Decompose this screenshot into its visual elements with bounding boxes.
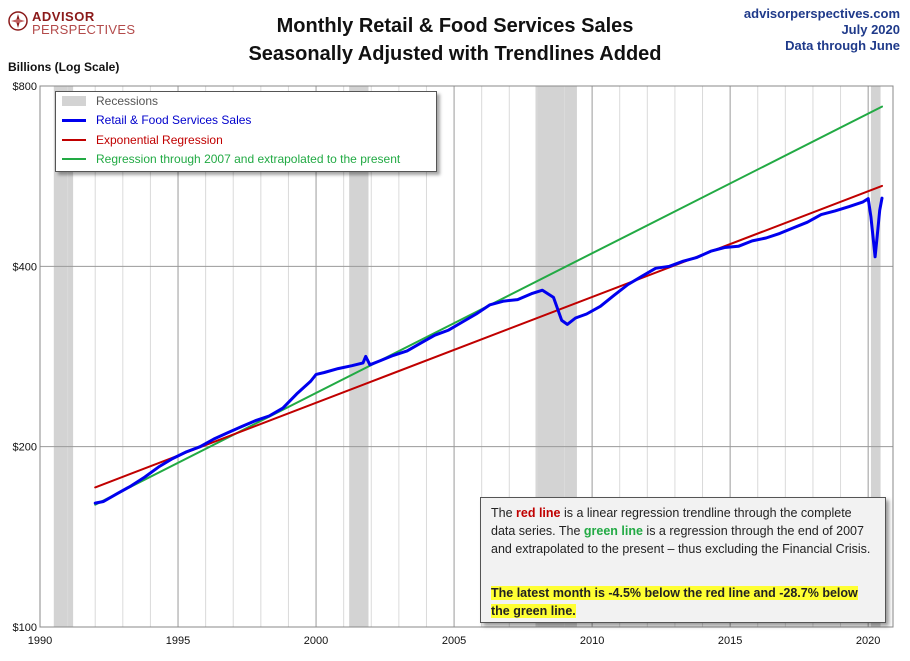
legend-swatch-actual — [62, 119, 86, 122]
chart-title: Monthly Retail & Food Services Sales Sea… — [200, 12, 710, 68]
note-text: is a regression through the end of 2007 … — [491, 524, 871, 556]
logo-text-secondary: PERSPECTIVES — [32, 22, 136, 37]
note-highlight: The latest month is -4.5% below the red … — [491, 586, 858, 618]
series-line-actual — [93, 196, 884, 505]
series-lines — [93, 105, 884, 506]
legend-swatch-extrapolated — [62, 158, 86, 160]
note-text: is a linear regression trendline through… — [491, 506, 852, 538]
source-site: advisorperspectives.com — [743, 6, 900, 21]
y-tick-label: $400 — [13, 261, 37, 273]
y-tick-label: $200 — [13, 442, 37, 454]
x-tick-label: 2015 — [718, 635, 742, 647]
x-tick-label: 1990 — [28, 635, 52, 647]
legend-label-exponential: Exponential Regression — [96, 133, 223, 147]
logo-text-primary: ADVISOR — [32, 9, 95, 24]
x-tick-label: 2010 — [580, 635, 604, 647]
note-text: The — [491, 506, 517, 520]
y-tick-label: $100 — [13, 622, 37, 634]
source-through: Data through June — [785, 38, 900, 53]
legend-swatch-exponential — [62, 139, 86, 141]
logo-mark-icon — [8, 11, 28, 31]
recession-band — [349, 86, 369, 627]
series-line-exponential — [94, 184, 883, 489]
legend-swatch-recessions — [62, 96, 86, 106]
x-tick-label: 2020 — [856, 635, 880, 647]
chart-title-line1: Monthly Retail & Food Services Sales — [276, 15, 634, 37]
x-tick-label: 2000 — [304, 635, 328, 647]
y-tick-labels: $100 $200 $400 $800 — [13, 81, 37, 634]
legend-label-actual: Retail & Food Services Sales — [96, 113, 252, 127]
chart-title-line2: Seasonally Adjusted with Trendlines Adde… — [248, 43, 662, 65]
y-tick-label: $800 — [13, 81, 37, 93]
note-green-line: green line — [583, 524, 643, 538]
legend-label-extrapolated: Regression through 2007 and extrapolated… — [96, 152, 401, 166]
chart-legend: Recessions Retail & Food Services Sales … — [55, 91, 437, 172]
x-tick-label: 1995 — [166, 635, 190, 647]
annotation-note: The red line is a linear regression tren… — [480, 497, 886, 623]
brand-logo: ADVISOR PERSPECTIVES — [8, 8, 138, 40]
note-paragraph-2: The latest month is -4.5% below the red … — [491, 584, 879, 620]
plot-frame — [39, 85, 894, 628]
legend-label-recessions: Recessions — [96, 94, 159, 108]
source-date: July 2020 — [841, 22, 900, 37]
recession-band — [870, 86, 881, 627]
y-axis-label: Billions (Log Scale) — [8, 60, 120, 74]
source-block: advisorperspectives.com July 2020 Data t… — [744, 6, 900, 54]
note-red-line: red line — [516, 506, 561, 520]
x-tick-labels: 1990 1995 2000 2005 2010 2015 2020 — [28, 635, 881, 647]
note-paragraph-1: The red line is a linear regression tren… — [491, 504, 879, 558]
recession-band — [53, 86, 74, 627]
x-tick-label: 2005 — [442, 635, 466, 647]
